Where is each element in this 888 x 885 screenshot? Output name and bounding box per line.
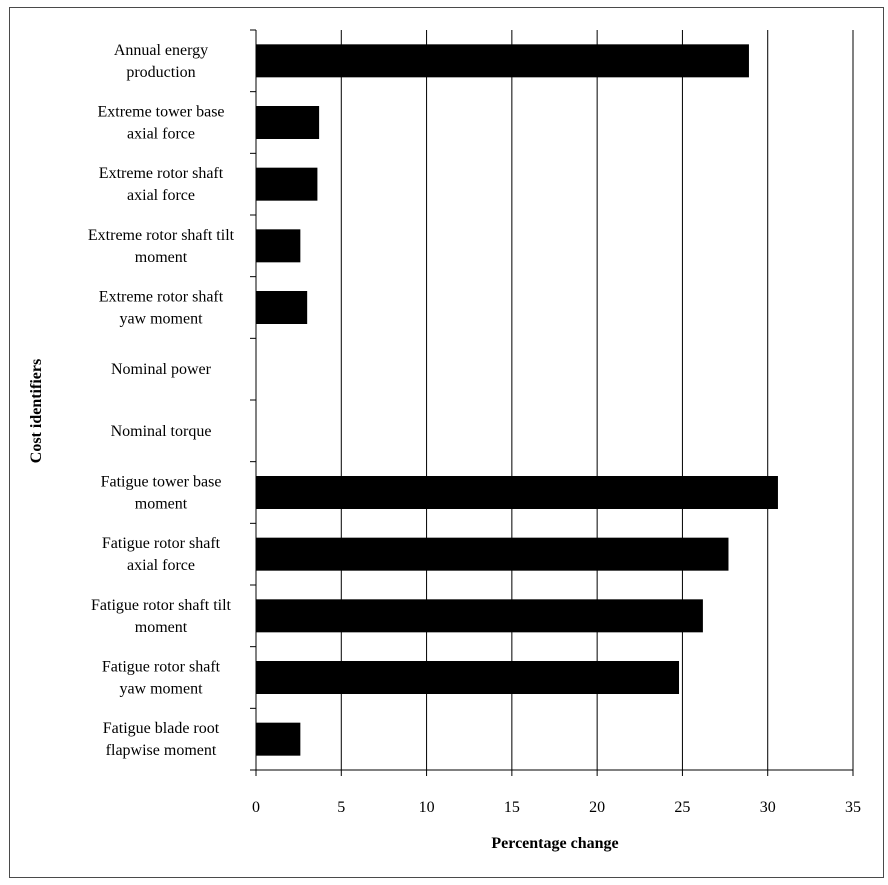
category-label-5: Extreme rotor shaft yaw moment [99,289,224,328]
chart-frame [9,7,884,878]
category-label-7: Nominal torque [111,423,212,440]
category-label-2: Extreme tower base axial force [97,104,224,143]
x-tick-label-5: 5 [337,799,345,816]
category-label-8: Fatigue tower base moment [101,474,222,513]
category-label-3: Extreme rotor shaft axial force [99,165,224,204]
x-tick-label-0: 0 [252,799,260,816]
category-label-9: Fatigue rotor shaft axial force [102,535,221,574]
x-tick-label-20: 20 [589,799,605,816]
category-label-4: Extreme rotor shaft tilt moment [88,227,235,266]
bar-1 [256,44,749,78]
bar-9 [256,537,729,571]
bar-4 [256,229,301,263]
x-tick-label-15: 15 [504,799,520,816]
bar-10 [256,599,703,633]
axes [250,29,854,776]
bars [256,44,778,756]
category-label-1: Annual energy production [114,42,208,81]
category-label-10: Fatigue rotor shaft tilt moment [91,597,232,636]
y-axis-title: Cost identifiers [28,359,45,463]
x-tick-label-25: 25 [674,799,690,816]
x-tick-label-30: 30 [760,799,776,816]
gridlines [340,30,854,770]
tick-labels: 0 5 10 15 20 25 30 35 [252,799,861,816]
x-axis-title: Percentage change [491,835,618,852]
bar-3 [256,167,318,201]
bar-2 [256,106,320,139]
category-label-11: Fatigue rotor shaft yaw moment [102,659,221,698]
bar-11 [256,661,680,694]
x-tick-label-10: 10 [419,799,435,816]
bar-8 [256,476,778,509]
bar-12 [256,722,301,756]
category-label-6: Nominal power [111,361,212,378]
category-label-12: Fatigue blade root flapwise moment [103,720,220,759]
category-labels: Annual energy production Extreme tower bas… [88,42,235,759]
bar-5 [256,291,308,324]
x-tick-label-35: 35 [845,799,861,816]
